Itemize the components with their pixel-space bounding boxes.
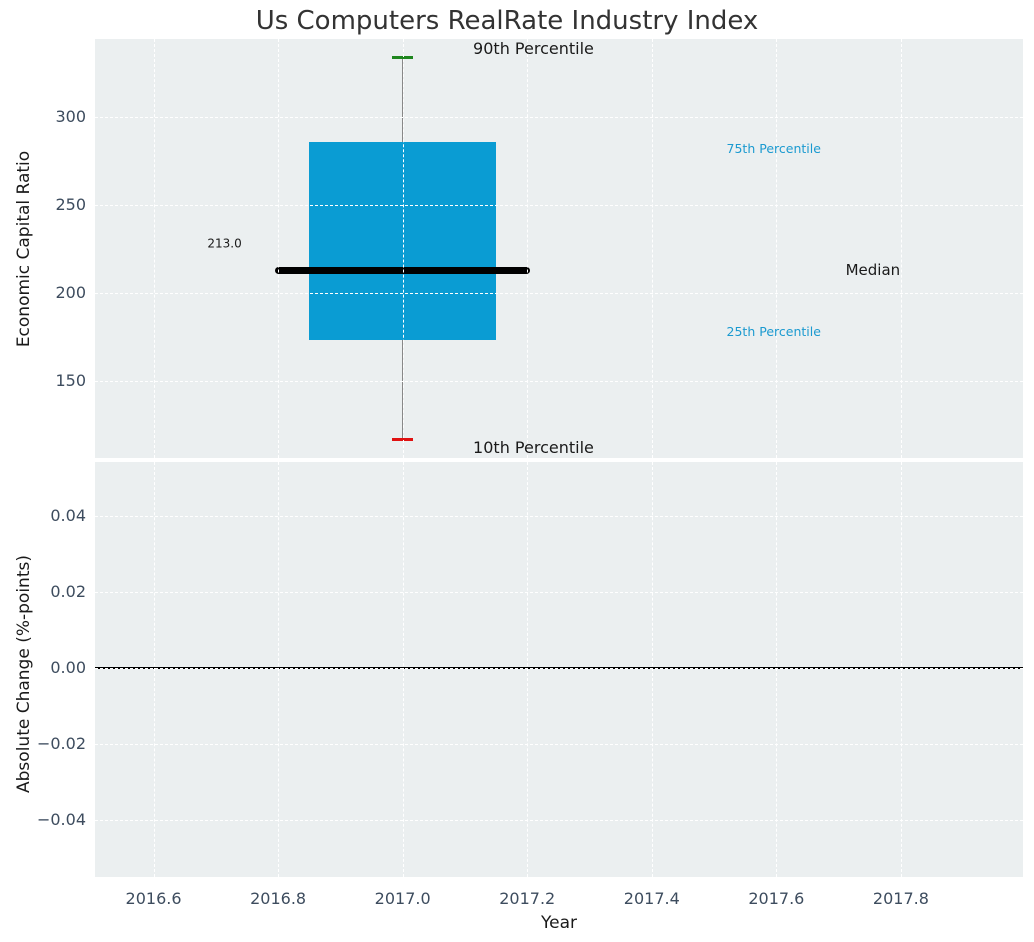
- p25-label: 25th Percentile: [726, 323, 821, 339]
- x-gridline: [651, 462, 653, 877]
- iqr-box: [309, 141, 497, 341]
- y-gridline: [95, 591, 1023, 593]
- top-axes: 90th Percentile 10th Percentile Median 75th…: [95, 39, 1023, 458]
- y-tick-label: 0.00: [50, 657, 86, 677]
- y-tick-label: 300: [55, 106, 86, 126]
- y-gridline: [95, 292, 1023, 294]
- x-gridline: [153, 462, 155, 877]
- y-gridline: [95, 667, 1023, 669]
- x-gridline: [402, 462, 404, 877]
- y-tick-label: −0.02: [36, 733, 86, 753]
- x-tick-label: 2017.0: [374, 889, 431, 908]
- y-gridline: [95, 743, 1023, 745]
- x-tick-label: 2017.6: [748, 889, 805, 908]
- median-line: [274, 266, 531, 274]
- x-gridline: [527, 39, 529, 458]
- p90-whisker-cap: [392, 56, 414, 60]
- x-tick-label: 2017.8: [872, 889, 929, 908]
- median-label: Median: [845, 260, 901, 279]
- x-gridline: [900, 462, 902, 877]
- y-gridline: [95, 515, 1023, 517]
- y-gridline: [95, 204, 1023, 206]
- y-tick-label: −0.04: [36, 809, 86, 829]
- y-tick-label: 250: [55, 194, 86, 214]
- bottom-axes: [95, 462, 1023, 877]
- x-gridline: [776, 39, 778, 458]
- y-gridline: [95, 116, 1023, 118]
- x-gridline: [153, 39, 155, 458]
- y-gridline: [95, 380, 1023, 382]
- x-gridline: [776, 462, 778, 877]
- y-tick-label: 200: [55, 282, 86, 302]
- x-tick-label: 2016.8: [250, 889, 307, 908]
- x-gridline: [900, 39, 902, 458]
- top-y-axis-label: Economic Capital Ratio: [14, 150, 34, 347]
- x-tick-label: 2017.4: [623, 889, 680, 908]
- y-tick-label: 150: [55, 370, 86, 390]
- x-tick-label: 2017.2: [499, 889, 556, 908]
- p10-whisker-cap: [392, 437, 414, 441]
- x-gridline: [527, 462, 529, 877]
- chart-title: Us Computers RealRate Industry Index: [255, 6, 759, 36]
- x-gridline: [402, 39, 404, 458]
- median-value-label: 213.0: [207, 236, 242, 251]
- y-gridline: [95, 819, 1023, 821]
- x-gridline: [278, 462, 280, 877]
- x-axis-label: Year: [541, 913, 577, 933]
- p90-label: 90th Percentile: [473, 39, 594, 59]
- bottom-y-axis-label: Absolute Change (%-points): [14, 554, 34, 793]
- x-tick-label: 2016.6: [125, 889, 182, 908]
- p10-label: 10th Percentile: [473, 437, 594, 457]
- x-gridline: [651, 39, 653, 458]
- y-tick-label: 0.04: [50, 505, 86, 525]
- x-gridline: [278, 39, 280, 458]
- p75-label: 75th Percentile: [726, 140, 821, 156]
- y-tick-label: 0.02: [50, 581, 86, 601]
